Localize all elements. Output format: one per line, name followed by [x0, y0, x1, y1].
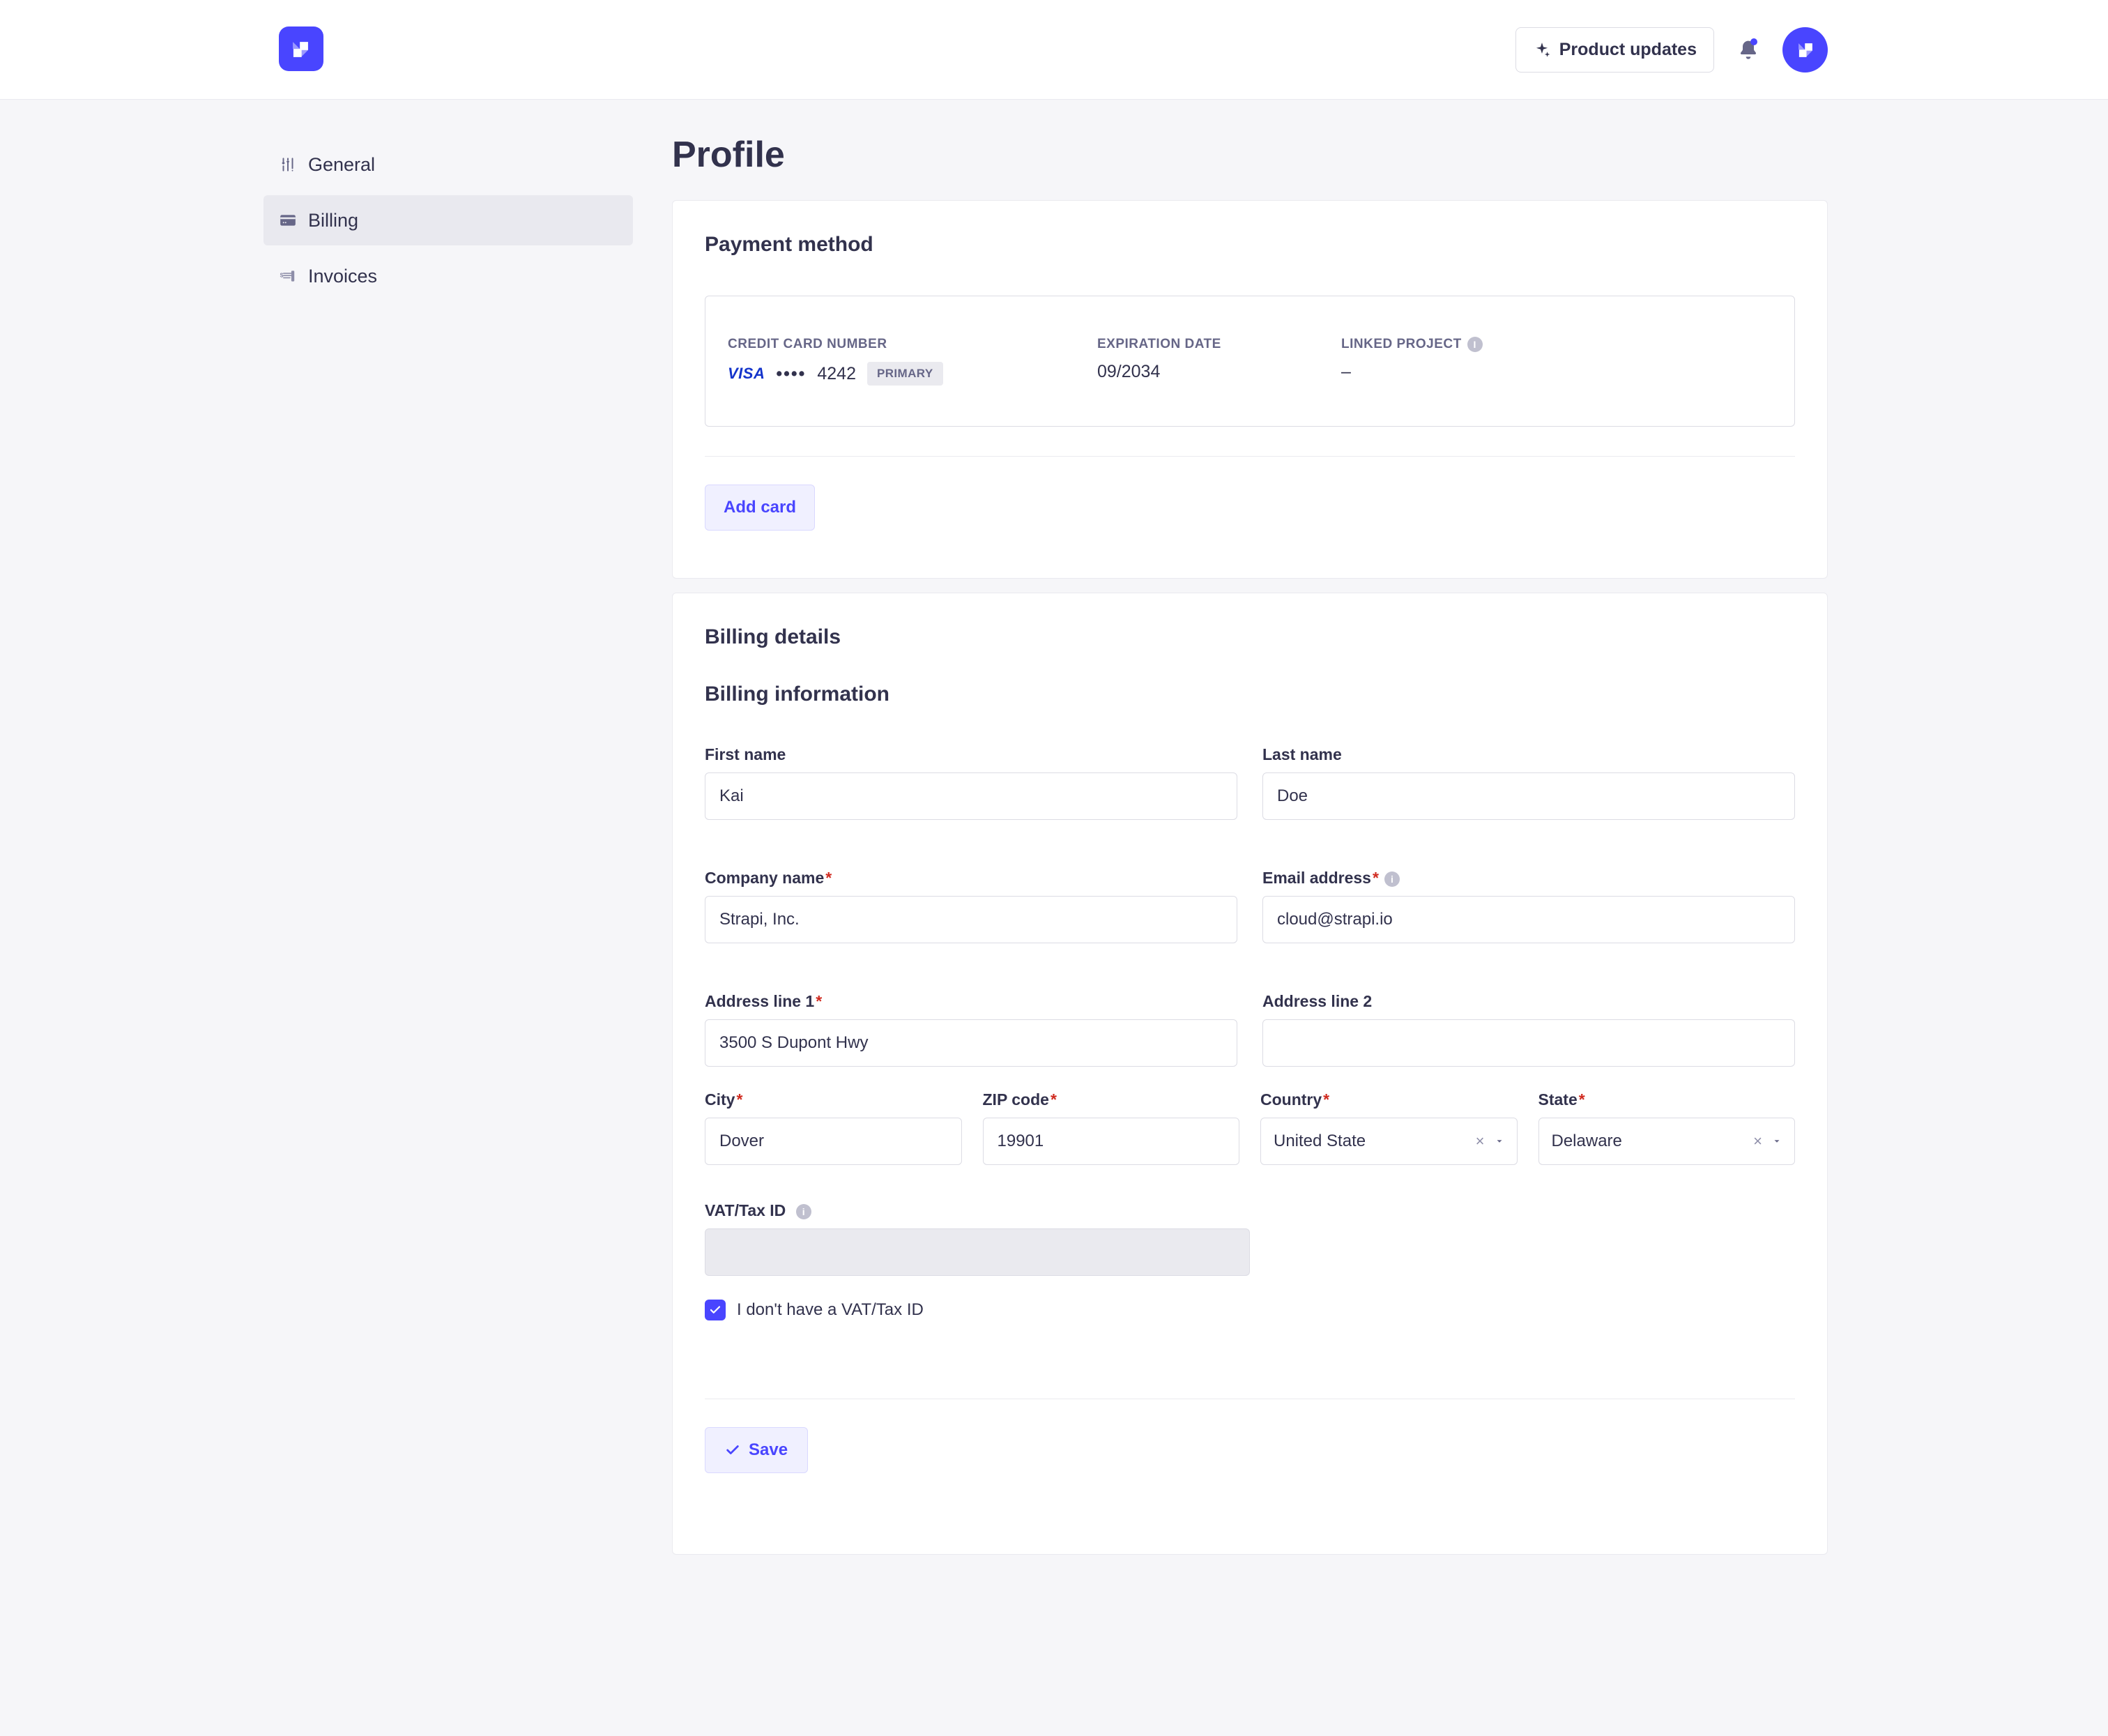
svg-text:$: $: [280, 271, 284, 278]
